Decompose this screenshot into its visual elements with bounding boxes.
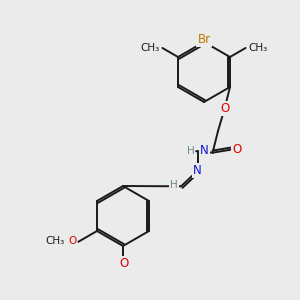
Text: N: N bbox=[193, 164, 202, 177]
Text: O: O bbox=[119, 256, 128, 270]
Text: H: H bbox=[187, 146, 195, 156]
Text: O: O bbox=[232, 143, 242, 156]
Text: H: H bbox=[119, 262, 127, 272]
Text: CH₃: CH₃ bbox=[46, 236, 65, 246]
Text: O: O bbox=[68, 236, 76, 246]
Text: CH₃: CH₃ bbox=[141, 43, 160, 53]
Text: O: O bbox=[220, 102, 230, 115]
Text: N: N bbox=[200, 144, 209, 157]
Text: CH₃: CH₃ bbox=[248, 43, 267, 53]
Text: H: H bbox=[170, 180, 178, 190]
Text: Br: Br bbox=[197, 33, 211, 46]
